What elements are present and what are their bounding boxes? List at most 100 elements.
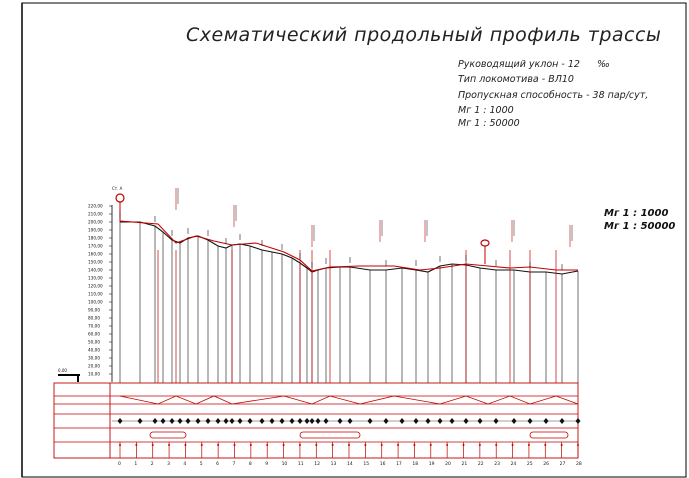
km-dot — [200, 444, 203, 446]
elevation-tick-label: 50,00 — [88, 340, 100, 345]
km-label: 11 — [298, 461, 304, 467]
km-dot — [527, 444, 530, 446]
km-label: 17 — [396, 461, 402, 467]
km-dot — [429, 444, 432, 446]
elevation-tick-label: 110,00 — [88, 292, 103, 297]
scale-vertical-text: Мг 1 : 50000 — [458, 118, 520, 129]
profile-annotations — [119, 188, 573, 270]
scale-horizontal-text: Мг 1 : 1000 — [458, 105, 514, 116]
km-label: 10 — [282, 461, 288, 467]
km-dot — [380, 444, 383, 446]
km-dot — [560, 444, 563, 446]
km-label: 28 — [576, 461, 582, 467]
km-ticks: 0 1 2 3 4 5 6 7 8 9 10 11 12 13 14 15 16 17 18 19 20 21 22 23 24… — [118, 442, 582, 467]
station-marker-mid — [480, 239, 490, 264]
km-label: 2 — [151, 461, 154, 467]
elevation-tick-label: 150,00 — [88, 260, 103, 265]
elevation-tick-label: 10,00 — [88, 372, 100, 377]
km-dot — [282, 444, 285, 446]
km-label: 25 — [527, 461, 533, 467]
drawing-title: Схематический продольный профиль трассы — [186, 24, 662, 46]
km-label: 19 — [429, 461, 435, 467]
capacity-text: Пропускная способность - 38 пар/сут, — [458, 90, 649, 101]
km-label: 6 — [216, 461, 219, 467]
km-dot — [298, 444, 301, 446]
design-grade-line — [119, 220, 578, 272]
km-dot — [249, 444, 252, 446]
km-label: 13 — [331, 461, 337, 467]
km-dot — [168, 444, 171, 446]
profile-table: 0 1 2 3 4 5 6 7 8 9 10 11 12 13 14 15 16 17 18 19 20 21 22 23 24… — [53, 382, 582, 467]
km-label: 5 — [200, 461, 203, 467]
km-dot — [462, 444, 465, 446]
km-label: 22 — [478, 461, 484, 467]
grade-row-zigzag — [119, 395, 579, 405]
km-label: 26 — [543, 461, 549, 467]
km-label: 21 — [462, 461, 468, 467]
table-point-markers — [112, 418, 581, 424]
km-dot — [511, 444, 514, 446]
ruling-grade-unit: ‰ — [596, 59, 610, 70]
km-dot — [184, 444, 187, 446]
ruling-grade-text: Руководящий уклон - 12 ‰ — [458, 59, 610, 70]
elevation-tick-label: 220,00 — [88, 204, 103, 209]
km-label: 8 — [249, 461, 252, 467]
elevation-tick-label: 200,00 — [88, 220, 103, 225]
elevation-tick-label: 20,00 — [88, 364, 100, 369]
km-label: 0 — [118, 461, 121, 467]
locomotive-text: Тип локомотива - ВЛ10 — [458, 74, 574, 85]
km-dot — [495, 444, 498, 446]
km-dot — [364, 444, 367, 446]
km-dot — [413, 444, 416, 446]
km-label: 20 — [445, 461, 451, 467]
elevation-tick-label: 100,00 — [88, 300, 103, 305]
km-dot — [151, 444, 154, 446]
km-dot — [348, 444, 350, 446]
elevation-tick-label: 80,00 — [88, 316, 100, 321]
elevation-tick-label: 120,00 — [88, 284, 103, 289]
elevation-tick-label: 190,00 — [88, 228, 103, 233]
station-marker-start: Ст. А — [112, 186, 125, 222]
elevation-axis: 220,00 210,00 200,00 190,00 180,00 170,00 160,… — [58, 204, 113, 382]
elevation-tick-label: 180,00 — [88, 236, 103, 241]
scale-right-vertical: Мг 1 : 50000 — [604, 221, 676, 232]
km-label: 24 — [511, 461, 517, 467]
station-label: Ст. А — [112, 186, 123, 191]
km-dot — [331, 444, 334, 446]
elevation-tick-label: 160,00 — [88, 252, 103, 257]
elevation-tick-label: 130,00 — [88, 276, 103, 281]
km-label: 12 — [314, 461, 320, 467]
km-dot — [397, 444, 400, 446]
elevation-tick-label: 40,00 — [88, 348, 100, 353]
km-label: 18 — [412, 461, 418, 467]
profile-ordinates — [119, 222, 579, 383]
km-dot — [577, 444, 579, 446]
km-label: 23 — [494, 461, 500, 467]
km-dot — [544, 444, 547, 446]
datum-label: 0,00 — [58, 368, 67, 373]
elevation-tick-labels: 220,00 210,00 200,00 190,00 180,00 170,00 160,… — [88, 204, 112, 377]
km-dot — [446, 444, 449, 446]
elevation-tick-label: 140,00 — [88, 268, 103, 273]
km-label: 14 — [347, 461, 353, 467]
km-dot — [119, 444, 121, 446]
km-label: 7 — [233, 461, 236, 467]
km-dot — [135, 444, 138, 446]
elevation-tick-label: 30,00 — [88, 356, 100, 361]
elevation-tick-label: 70,00 — [88, 324, 100, 329]
drawing-border — [21, 2, 687, 478]
elevation-tick-label: 90,00 — [88, 308, 100, 313]
curve-brackets — [149, 431, 569, 439]
km-dot — [266, 444, 269, 446]
km-label: 3 — [167, 461, 170, 467]
km-dot — [478, 444, 481, 446]
km-label: 4 — [183, 461, 186, 467]
km-label: 27 — [560, 461, 566, 467]
km-label: 16 — [380, 461, 386, 467]
km-dot — [233, 444, 236, 446]
km-label: 1 — [134, 461, 137, 467]
scale-right-horizontal: Мг 1 : 1000 — [604, 208, 669, 219]
elevation-tick-label: 60,00 — [88, 332, 100, 337]
elevation-tick-label: 210,00 — [88, 212, 103, 217]
